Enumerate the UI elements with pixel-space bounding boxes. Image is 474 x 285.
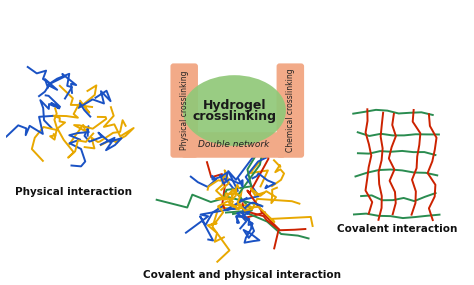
Ellipse shape xyxy=(183,75,286,146)
FancyBboxPatch shape xyxy=(276,63,304,158)
FancyBboxPatch shape xyxy=(171,63,198,158)
Text: Covalent and physical interaction: Covalent and physical interaction xyxy=(143,270,341,280)
Text: Covalent interaction: Covalent interaction xyxy=(337,223,457,234)
Text: crosslinking: crosslinking xyxy=(192,110,276,123)
Text: Hydrogel: Hydrogel xyxy=(202,99,266,112)
Text: Physical interaction: Physical interaction xyxy=(15,187,132,197)
Text: Double network: Double network xyxy=(198,141,269,149)
Text: Physical crosslinking: Physical crosslinking xyxy=(180,71,189,150)
Text: Chemical crosslinking: Chemical crosslinking xyxy=(286,69,295,152)
FancyBboxPatch shape xyxy=(181,132,285,158)
